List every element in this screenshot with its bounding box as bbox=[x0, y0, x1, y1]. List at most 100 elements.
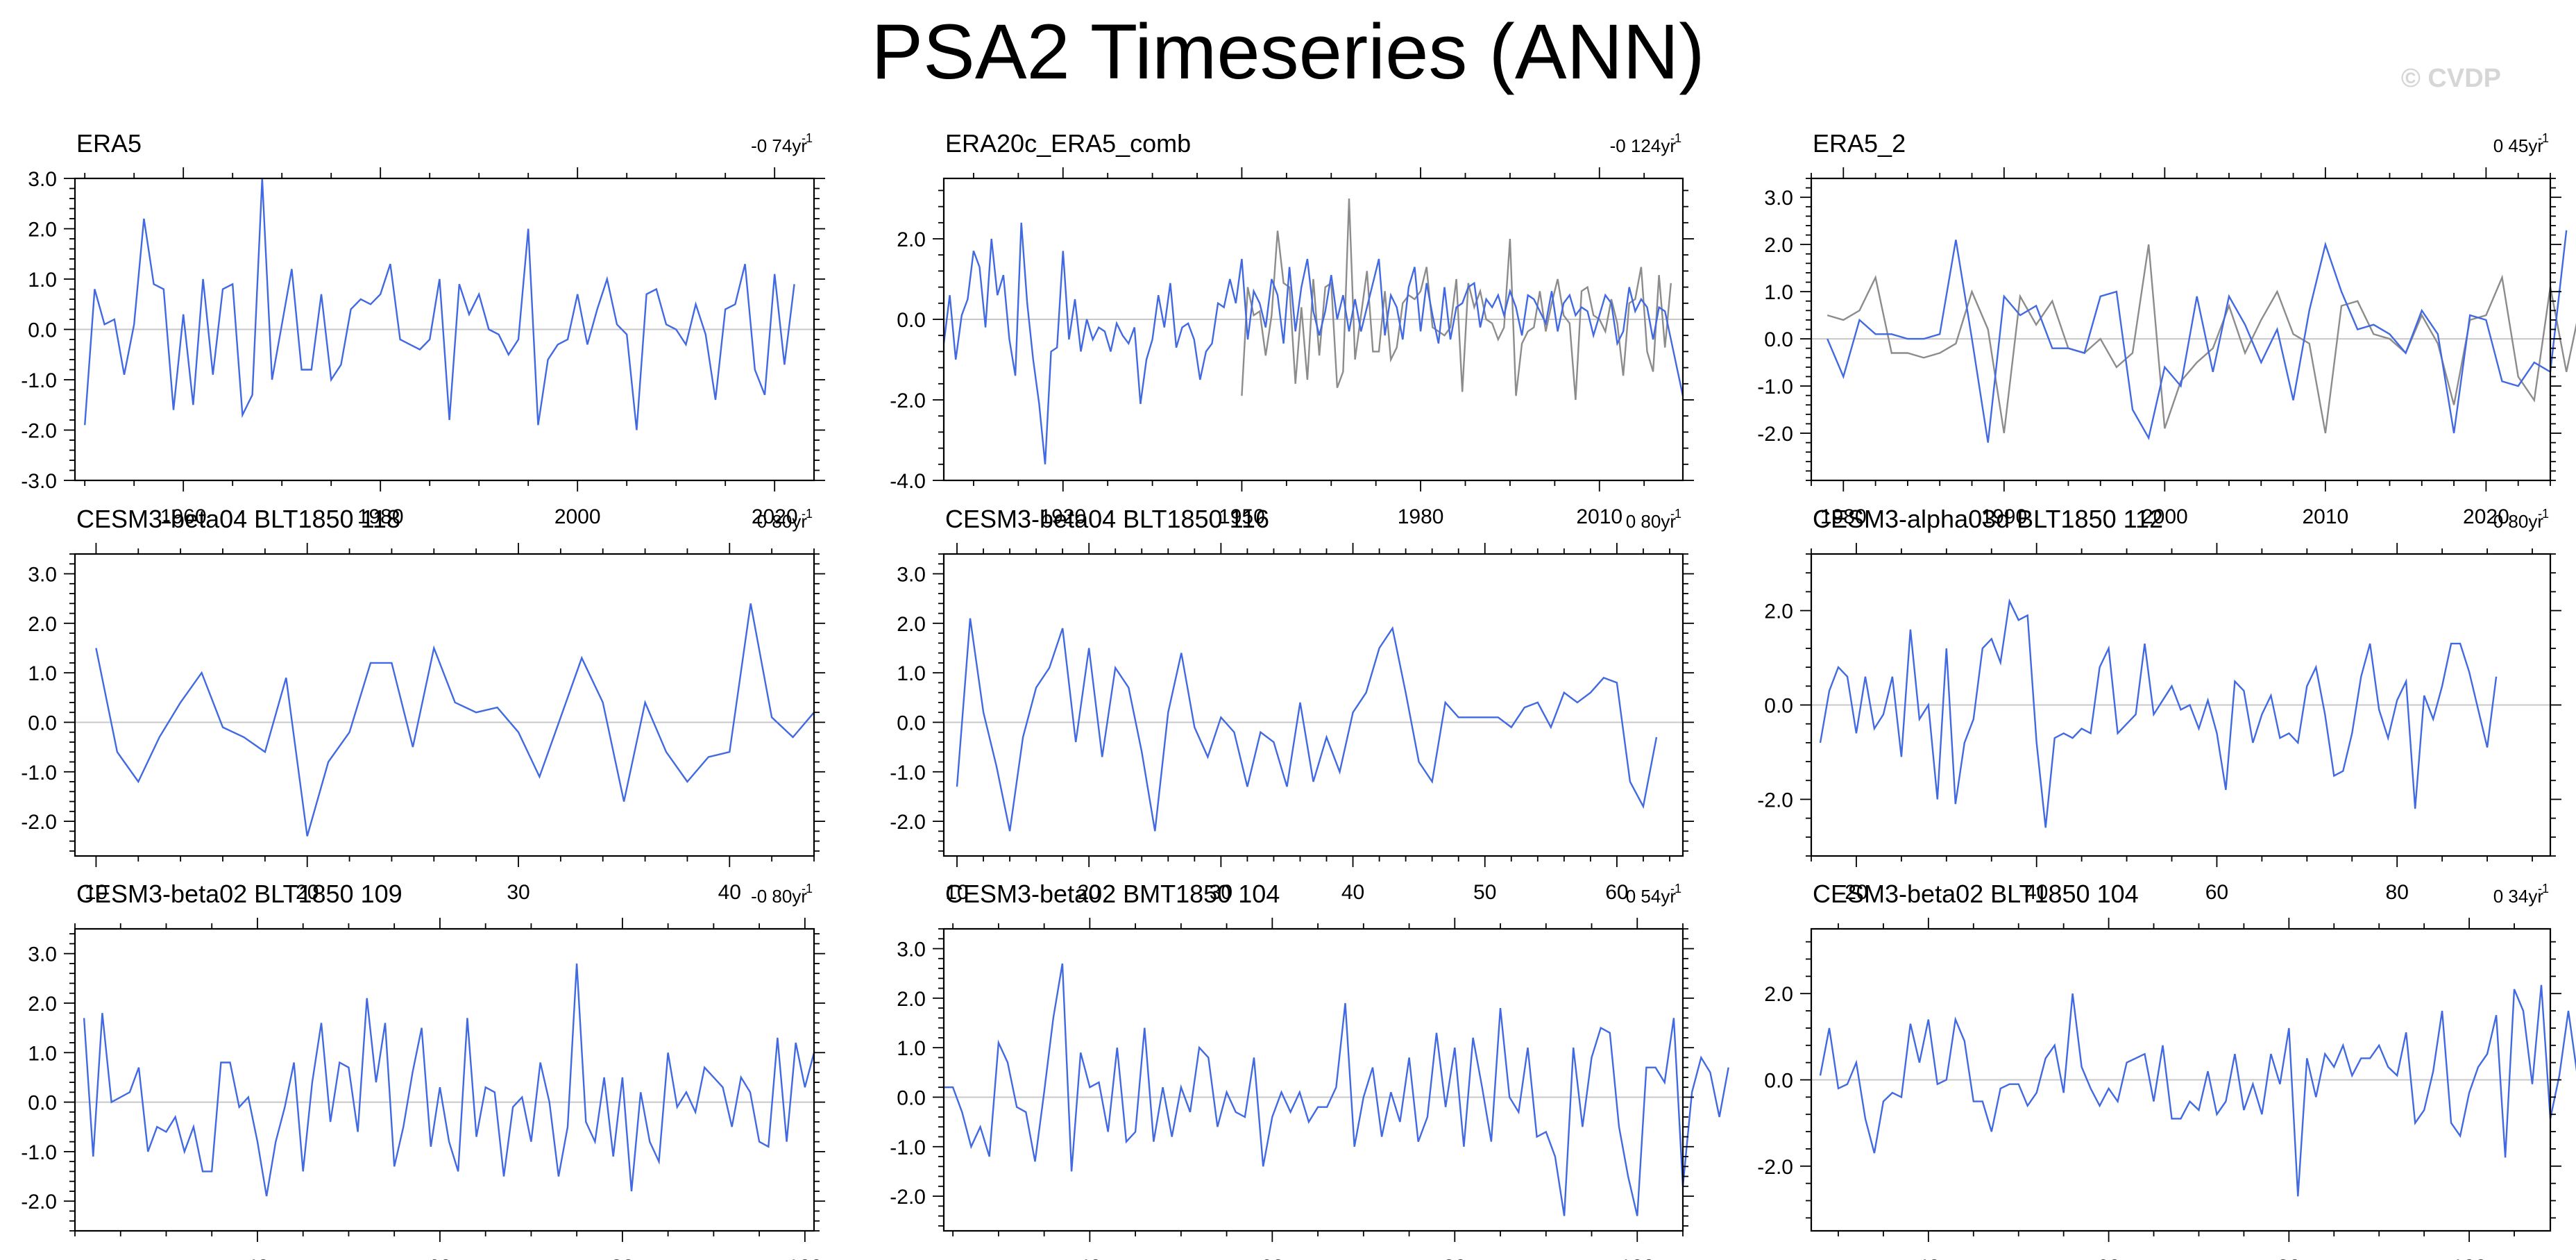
series-line-primary bbox=[95, 603, 815, 837]
trend-label: -0 80yr bbox=[751, 886, 807, 907]
y-tick-label: 3.0 bbox=[897, 564, 926, 587]
chart-panel-6: -2.0 0.0 2.0 20 40 60 80 CESM3-alpha03d BLT1850… bbox=[1757, 505, 2561, 904]
x-tick-label: 1980 bbox=[1820, 505, 1867, 528]
x-tick-label: 2020 bbox=[2463, 505, 2509, 528]
x-tick-label: 80 bbox=[1443, 1256, 1466, 1260]
y-tick-label: 0.0 bbox=[1764, 695, 1793, 718]
x-tick-label: 1960 bbox=[160, 505, 207, 528]
series-line-secondary bbox=[1827, 244, 2576, 434]
y-tick-label: -3.0 bbox=[21, 470, 57, 493]
chart-panel-1: -3.0 -2.0 -1.0 0.0 1.0 2.0 3.0 1960 1980 2000 2020… bbox=[21, 129, 825, 528]
x-tick-label: 20 bbox=[1845, 881, 1867, 904]
x-tick-label: 60 bbox=[2205, 881, 2228, 904]
y-tick-label: 3.0 bbox=[28, 564, 57, 587]
y-tick-label: -2.0 bbox=[1757, 1156, 1793, 1179]
y-tick-label: -1.0 bbox=[21, 369, 57, 392]
plot-frame bbox=[74, 553, 815, 857]
series-line-primary bbox=[944, 963, 1729, 1216]
y-tick-label: 0.0 bbox=[28, 319, 57, 342]
trend-unit-exponent: -1 bbox=[1670, 131, 1681, 145]
plot-frame bbox=[1810, 177, 2552, 482]
trend-unit-exponent: -1 bbox=[2538, 507, 2549, 521]
y-tick-label: 2.0 bbox=[28, 993, 57, 1016]
trend-unit-exponent: -1 bbox=[802, 507, 813, 521]
x-tick-label: 40 bbox=[246, 1256, 269, 1260]
chart-panel-5: -2.0 -1.0 0.0 1.0 2.0 3.0 10 20 30 40 50 60 CESM3-be… bbox=[890, 505, 1694, 904]
trend-unit-exponent: -1 bbox=[1670, 507, 1681, 521]
y-tick-label: 3.0 bbox=[28, 943, 57, 966]
y-tick-label: 2.0 bbox=[897, 988, 926, 1011]
x-tick-label: 60 bbox=[2097, 1256, 2120, 1260]
x-tick-label: 10 bbox=[945, 881, 968, 904]
y-tick-label: 2.0 bbox=[28, 613, 57, 636]
y-tick-label: 0.0 bbox=[28, 712, 57, 734]
y-tick-label: -1.0 bbox=[890, 762, 926, 784]
x-tick-label: 60 bbox=[428, 1256, 451, 1260]
x-tick-label: 60 bbox=[1261, 1256, 1284, 1260]
x-tick-label: 40 bbox=[2025, 881, 2048, 904]
page-title: PSA2 Timeseries (ANN) bbox=[871, 8, 1705, 95]
y-tick-label: 0.0 bbox=[1764, 1070, 1793, 1093]
x-tick-label: 100 bbox=[1620, 1256, 1654, 1260]
x-tick-label: 20 bbox=[296, 881, 319, 904]
y-tick-label: 3.0 bbox=[28, 168, 57, 191]
chart-panel-3: -2.0 -1.0 0.0 1.0 2.0 3.0 1980 1990 2000 2010 2020… bbox=[1757, 129, 2576, 528]
y-tick-label: -1.0 bbox=[21, 762, 57, 784]
x-tick-label: 40 bbox=[1341, 881, 1364, 904]
y-tick-label: 2.0 bbox=[1764, 983, 1793, 1006]
y-tick-label: 2.0 bbox=[1764, 600, 1793, 623]
x-tick-label: 80 bbox=[2278, 1256, 2300, 1260]
y-tick-label: 0.0 bbox=[897, 1086, 926, 1109]
y-tick-label: 0.0 bbox=[1764, 328, 1793, 351]
chart-panel-4: -2.0 -1.0 0.0 1.0 2.0 3.0 10 20 30 40 CESM3-beta04… bbox=[21, 505, 825, 904]
y-tick-label: 1.0 bbox=[28, 269, 57, 292]
x-tick-label: 50 bbox=[1473, 881, 1496, 904]
trend-label: 0 80yr bbox=[2493, 511, 2544, 532]
x-tick-label: 80 bbox=[611, 1256, 634, 1260]
x-tick-label: 10 bbox=[85, 881, 108, 904]
series-line-primary bbox=[1827, 230, 2568, 443]
y-tick-label: -2.0 bbox=[890, 1186, 926, 1209]
plot-frame bbox=[942, 177, 1684, 482]
watermark: © CVDP bbox=[2400, 64, 2501, 93]
trend-label: 0 45yr bbox=[2493, 135, 2544, 156]
panel-title: CESM3-beta04 BLT1850 118 bbox=[76, 505, 400, 533]
y-tick-label: 1.0 bbox=[28, 662, 57, 685]
y-tick-label: 2.0 bbox=[897, 613, 926, 636]
x-tick-label: 40 bbox=[1917, 1256, 1940, 1260]
y-tick-label: -1.0 bbox=[1757, 376, 1793, 398]
y-tick-label: 2.0 bbox=[28, 219, 57, 242]
x-tick-label: 100 bbox=[2452, 1256, 2486, 1260]
y-tick-label: 1.0 bbox=[897, 1037, 926, 1060]
series-line-primary bbox=[942, 222, 1684, 464]
y-tick-label: -2.0 bbox=[890, 389, 926, 412]
x-tick-label: 2010 bbox=[1576, 505, 1622, 528]
series-line-secondary bbox=[1241, 198, 1672, 401]
x-tick-label: 1980 bbox=[1398, 505, 1444, 528]
trend-label: 0 80yr bbox=[1626, 511, 1677, 532]
series-line-primary bbox=[83, 963, 815, 1197]
y-tick-label: -2.0 bbox=[890, 811, 926, 834]
y-tick-label: -4.0 bbox=[890, 470, 926, 493]
trend-label: 0 34yr bbox=[2493, 886, 2544, 907]
panel-title: CESM3-beta02 BLT1850 109 bbox=[76, 880, 402, 908]
trend-label: 0 80yr bbox=[757, 511, 808, 532]
panel-title: CESM3-alpha03d BLT1850 112 bbox=[1813, 505, 2163, 533]
x-tick-label: 2020 bbox=[752, 505, 798, 528]
y-tick-label: -1.0 bbox=[21, 1141, 57, 1164]
trend-unit-exponent: -1 bbox=[802, 131, 813, 145]
x-tick-label: 2010 bbox=[2302, 505, 2348, 528]
x-tick-label: 20 bbox=[1078, 881, 1101, 904]
chart-panel-7: -2.0 -1.0 0.0 1.0 2.0 3.0 40 60 80 100 CESM3-beta0… bbox=[21, 880, 825, 1260]
x-tick-label: 80 bbox=[2386, 881, 2409, 904]
x-tick-label: 40 bbox=[718, 881, 741, 904]
y-tick-label: 0.0 bbox=[897, 309, 926, 332]
panel-title: CESM3-beta02 BMT1850 104 bbox=[945, 880, 1280, 908]
y-tick-label: 3.0 bbox=[897, 939, 926, 961]
x-tick-label: 1980 bbox=[357, 505, 404, 528]
plot-frame bbox=[74, 927, 815, 1232]
chart-panel-2: -4.0 -2.0 0.0 2.0 1920 1950 1980 2010 ERA20c_ERA… bbox=[890, 129, 1694, 528]
x-tick-label: 2000 bbox=[554, 505, 601, 528]
y-tick-label: 2.0 bbox=[1764, 234, 1793, 257]
